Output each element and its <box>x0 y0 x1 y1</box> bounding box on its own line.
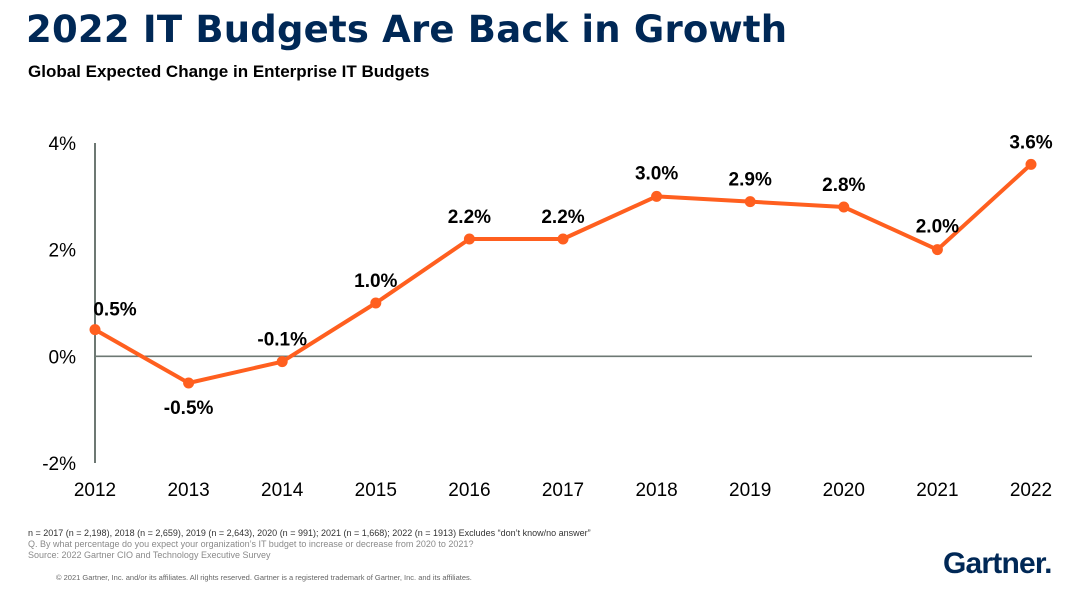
series-layer <box>89 158 1037 389</box>
y-tick-label: -2% <box>42 454 76 475</box>
x-tick-label: 2012 <box>74 480 116 501</box>
line-chart: -2%0%2%4% 2012 2013 2014 2015 2016 2017 2018 20… <box>42 132 1053 501</box>
data-label: 3.6% <box>1009 132 1052 153</box>
y-tick-label: 2% <box>49 241 77 262</box>
gartner-logo: Gartner. <box>943 547 1052 581</box>
data-label: 2.8% <box>822 175 865 196</box>
copyright-notice: © 2021 Gartner, Inc. and/or its affiliat… <box>56 573 472 582</box>
x-tick-label: 2013 <box>167 480 209 501</box>
x-tick-label: 2014 <box>261 480 304 501</box>
x-tick-label: 2018 <box>635 480 677 501</box>
x-tick-label: 2020 <box>823 480 865 501</box>
data-label: 3.0% <box>635 163 678 184</box>
data-label: 2.2% <box>541 207 584 228</box>
footnotes: n = 2017 (n = 2,198), 2018 (n = 2,659), … <box>28 528 591 561</box>
source-note: Source: 2022 Gartner CIO and Technology … <box>28 550 271 560</box>
data-labels: 0.5% -0.5% -0.1% 1.0% 2.2% 2.2% 3.0% 2.9% 2.8% 2.… <box>93 132 1052 419</box>
x-tick-label: 2022 <box>1010 480 1052 501</box>
page-title: 2022 IT Budgets Are Back in Growth <box>26 8 788 51</box>
data-point <box>557 233 569 245</box>
chart-axes <box>94 143 1032 463</box>
y-tick-label: 4% <box>49 134 77 155</box>
data-point <box>276 356 288 368</box>
data-label: -0.5% <box>164 398 214 419</box>
data-label: -0.1% <box>257 330 307 351</box>
x-tick-label: 2019 <box>729 480 771 501</box>
data-label: 2.0% <box>916 217 959 238</box>
x-tick-label: 2021 <box>916 480 958 501</box>
x-tick-label: 2016 <box>448 480 490 501</box>
series-line <box>93 162 1033 385</box>
y-tick-labels: -2% 0% 2% 4% <box>42 134 76 475</box>
y-tick-label: 0% <box>49 347 77 368</box>
data-point <box>931 244 943 256</box>
data-label: 0.5% <box>93 300 136 321</box>
data-label: 2.9% <box>729 170 772 191</box>
x-tick-labels: 2012 2013 2014 2015 2016 2017 2018 2019 2020 2021… <box>74 480 1052 501</box>
data-point <box>744 196 756 208</box>
x-tick-label: 2015 <box>355 480 397 501</box>
data-point <box>370 297 382 309</box>
data-point <box>183 377 195 389</box>
data-point <box>89 324 101 336</box>
data-point <box>651 190 663 202</box>
data-point <box>1025 158 1037 170</box>
sample-size-note: n = 2017 (n = 2,198), 2018 (n = 2,659), … <box>28 528 591 538</box>
chart-subtitle: Global Expected Change in Enterprise IT … <box>28 62 430 81</box>
survey-question: Q. By what percentage do you expect your… <box>28 539 474 549</box>
data-label: 1.0% <box>354 271 397 292</box>
data-label: 2.2% <box>448 207 491 228</box>
logo-text: Gartner <box>943 547 1045 580</box>
x-tick-label: 2017 <box>542 480 584 501</box>
logo-dot: . <box>1044 547 1052 580</box>
data-point <box>838 201 850 213</box>
data-point <box>463 233 475 245</box>
